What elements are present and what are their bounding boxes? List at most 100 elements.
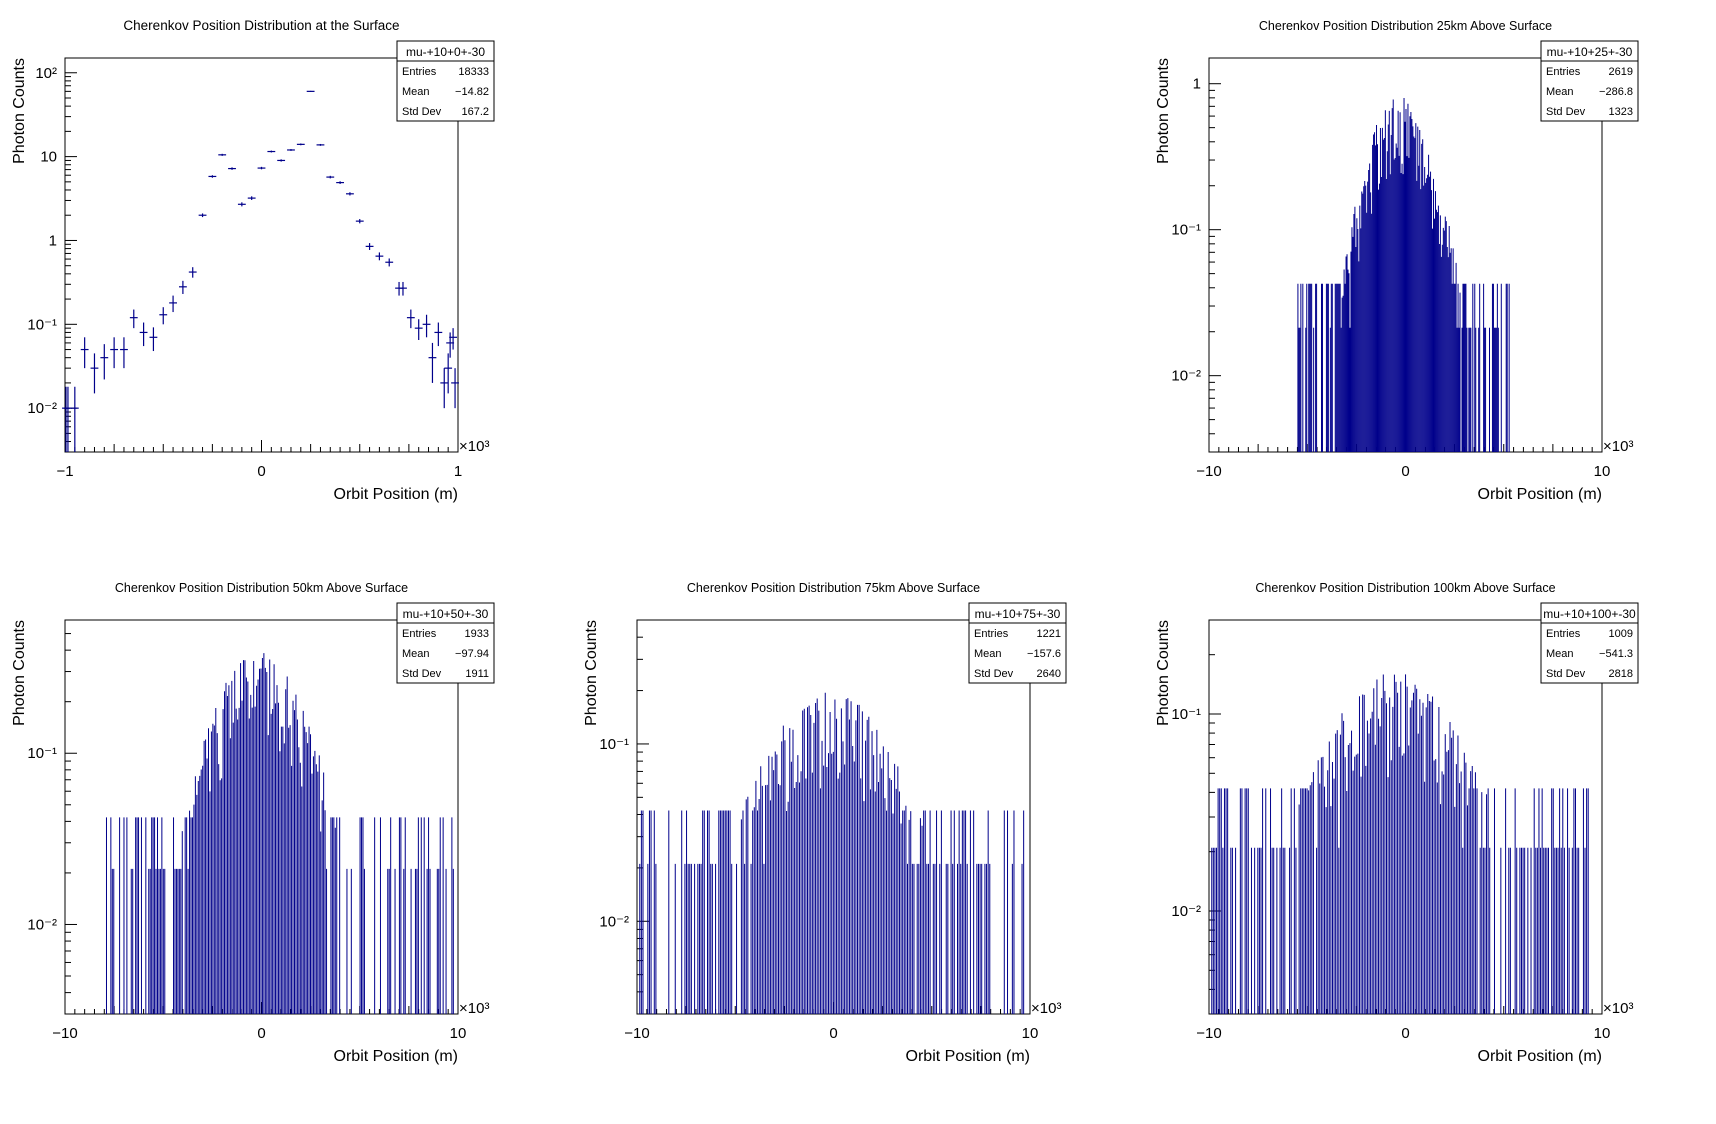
histogram-bin xyxy=(169,295,177,313)
histogram-bin xyxy=(451,368,459,409)
stats-box-frame xyxy=(1540,602,1639,684)
stats-row-label: Std Dev xyxy=(402,106,442,118)
x-axis-label: Orbit Position (m) xyxy=(334,486,458,503)
stats-row-label: Mean xyxy=(974,648,1002,660)
histogram-bin xyxy=(129,309,138,329)
histogram-100km: Cherenkov Position Distribution 100km Ab… xyxy=(1155,581,1639,1065)
stats-row-label: Mean xyxy=(1546,648,1574,660)
y-tick-label: 10⁻² xyxy=(27,916,57,933)
histogram-bin xyxy=(110,337,119,369)
histogram-bin xyxy=(287,149,295,151)
x-axis-label: Orbit Position (m) xyxy=(1478,486,1602,503)
histogram-75km: Cherenkov Position Distribution 75km Abo… xyxy=(583,581,1067,1065)
x-tick-label: −10 xyxy=(1196,463,1221,480)
chart-title: Cherenkov Position Distribution 75km Abo… xyxy=(687,581,980,595)
y-axis-ticks: 10⁻² 10⁻¹ xyxy=(27,633,77,1015)
histogram-bin xyxy=(247,196,256,200)
x-tick-label: −1 xyxy=(56,463,73,480)
y-tick-label: 10⁻² xyxy=(599,913,629,930)
histogram-bin xyxy=(346,192,354,196)
histogram-bin xyxy=(434,322,443,347)
histogram-bin xyxy=(375,252,384,261)
y-tick-label: 1 xyxy=(1193,76,1201,93)
histogram-bin xyxy=(406,309,415,329)
stats-row-label: Mean xyxy=(402,86,430,98)
histogram-bin xyxy=(395,281,403,296)
histogram-bin xyxy=(385,258,394,267)
histogram-bin xyxy=(422,314,431,338)
chart-title: Cherenkov Position Distribution 100km Ab… xyxy=(1255,581,1555,595)
y-tick-label: 10⁻² xyxy=(1171,368,1201,385)
histogram-bin xyxy=(237,202,246,207)
stats-box: mu-+10+75+-30 Entries 1221 Mean −157.6 Std De… xyxy=(968,602,1067,684)
chart-title: Cherenkov Position Distribution at the S… xyxy=(123,18,399,33)
histogram-bin xyxy=(198,213,207,218)
y-axis-label: Photon Counts xyxy=(1155,620,1172,726)
y-tick-label: 10⁻² xyxy=(27,400,57,417)
stats-box-name: mu-+10+100+-30 xyxy=(1543,607,1636,621)
x-axis-label: Orbit Position (m) xyxy=(906,1048,1030,1065)
stats-row-label: Mean xyxy=(402,648,430,660)
y-axis-label: Photon Counts xyxy=(1155,58,1172,164)
x-tick-label: 1 xyxy=(454,463,462,480)
stats-row-label: Mean xyxy=(1546,86,1574,98)
y-axis-label: Photon Counts xyxy=(583,620,600,726)
y-tick-label: 10 xyxy=(40,149,57,166)
histogram-bin xyxy=(149,327,158,352)
histogram-25km: Cherenkov Position Distribution 25km Abo… xyxy=(1155,19,1639,503)
y-tick-label: 10⁻¹ xyxy=(27,745,57,762)
stats-row-label: Entries xyxy=(1546,66,1581,78)
histogram-bin xyxy=(257,166,266,170)
stats-box-name: mu-+10+0+-30 xyxy=(406,45,485,59)
histogram-bin xyxy=(444,353,453,394)
stats-row-value: −97.94 xyxy=(455,648,489,660)
chart-title: Cherenkov Position Distribution 25km Abo… xyxy=(1259,19,1552,33)
stats-row-label: Std Dev xyxy=(1546,668,1586,680)
x-tick-label: −10 xyxy=(1196,1025,1221,1042)
x-axis-label: Orbit Position (m) xyxy=(1478,1048,1602,1065)
stats-box-frame xyxy=(396,40,495,122)
histogram-bin xyxy=(228,167,236,170)
histogram-bin xyxy=(188,267,197,278)
chart-panel-25km: Cherenkov Position Distribution 25km Abo… xyxy=(1144,0,1716,562)
histogram-bin xyxy=(449,328,457,350)
stats-row-value: −157.6 xyxy=(1027,648,1061,660)
stats-row-value: 2818 xyxy=(1609,668,1633,680)
histogram-bin xyxy=(178,280,187,294)
histogram-bin xyxy=(139,322,148,347)
x-tick-label: 10 xyxy=(1594,1025,1611,1042)
x-axis-ticks: −10 0 10 xyxy=(52,1002,466,1042)
stats-row-label: Entries xyxy=(402,628,437,640)
histogram-surface: Cherenkov Position Distribution at the S… xyxy=(11,18,495,503)
x-multiplier-label: ×10³ xyxy=(1603,1000,1633,1017)
histogram-bin xyxy=(159,307,168,325)
stats-row-value: 1009 xyxy=(1609,628,1633,640)
stats-row-value: −14.82 xyxy=(455,86,489,98)
histogram-bins xyxy=(1211,674,1589,1014)
x-tick-label: 10 xyxy=(1022,1025,1039,1042)
histogram-bin xyxy=(62,386,70,452)
y-tick-label: 1 xyxy=(49,232,57,249)
x-tick-label: −10 xyxy=(52,1025,77,1042)
stats-box-name: mu-+10+50+-30 xyxy=(403,607,489,621)
stats-row-value: 1911 xyxy=(465,668,489,680)
x-tick-label: 0 xyxy=(257,463,265,480)
stats-box-frame xyxy=(396,602,495,684)
histogram-bin xyxy=(80,337,89,369)
stats-box: mu-+10+0+-30 Entries 18333 Mean −14.82 Std De… xyxy=(396,40,495,122)
x-multiplier-label: ×10³ xyxy=(1031,1000,1061,1017)
x-axis-ticks: −1 0 1 xyxy=(56,440,462,480)
y-tick-label: 10⁻¹ xyxy=(1171,222,1201,239)
chart-panel-surface: Cherenkov Position Distribution at the S… xyxy=(0,0,572,562)
histogram-bin xyxy=(218,153,227,156)
histogram-bin xyxy=(277,159,286,162)
y-axis-ticks: 10⁻² 10⁻¹ 1 10 10² xyxy=(27,65,77,453)
stats-row-value: −541.3 xyxy=(1599,648,1633,660)
stats-box-frame xyxy=(968,602,1067,684)
stats-row-value: 2640 xyxy=(1037,668,1061,680)
x-axis-label: Orbit Position (m) xyxy=(334,1048,458,1065)
stats-row-label: Std Dev xyxy=(1546,106,1586,118)
stats-box: mu-+10+50+-30 Entries 1933 Mean −97.94 Std De… xyxy=(396,602,495,684)
histogram-bin xyxy=(100,344,109,380)
stats-box-frame xyxy=(1540,40,1639,122)
